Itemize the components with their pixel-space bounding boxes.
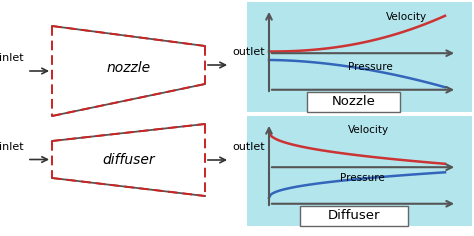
Text: inlet: inlet: [0, 142, 24, 152]
Text: diffuser: diffuser: [102, 153, 155, 167]
Bar: [247, 116, 472, 226]
Text: Velocity: Velocity: [385, 13, 427, 22]
Text: inlet: inlet: [0, 53, 24, 63]
Text: Nozzle: Nozzle: [332, 95, 376, 108]
Text: Velocity: Velocity: [348, 125, 389, 135]
Text: Diffuser: Diffuser: [328, 209, 380, 222]
Text: outlet: outlet: [232, 142, 264, 152]
Text: nozzle: nozzle: [107, 61, 151, 75]
FancyBboxPatch shape: [308, 92, 401, 111]
Bar: [247, 2, 472, 112]
Text: Pressure: Pressure: [348, 62, 393, 72]
Text: Pressure: Pressure: [340, 173, 385, 183]
Text: outlet: outlet: [232, 47, 264, 57]
FancyBboxPatch shape: [301, 206, 409, 226]
